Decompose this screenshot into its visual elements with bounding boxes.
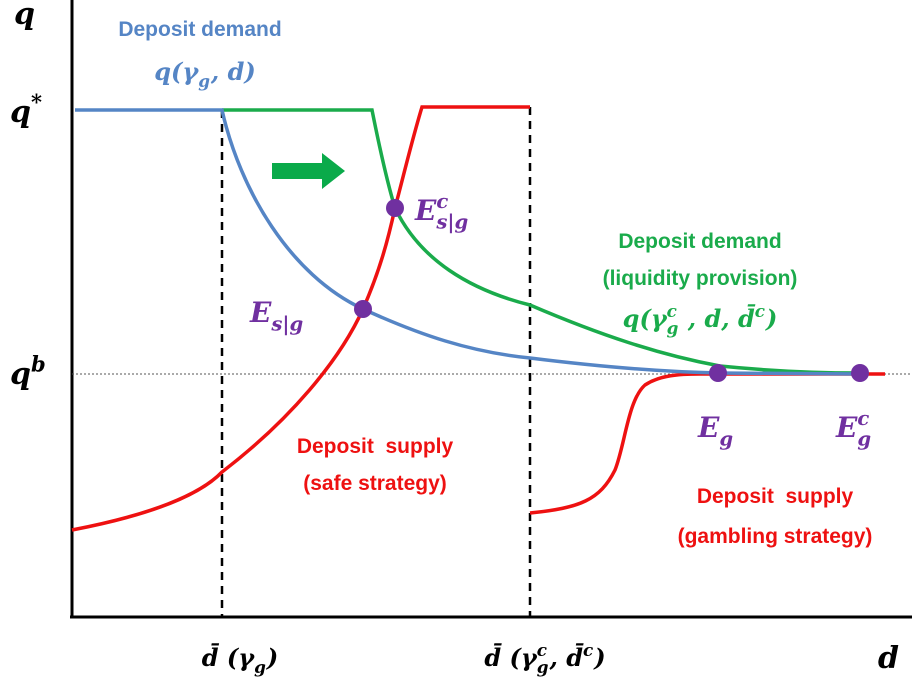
label-gamble-note: (gambling strategy) [678,525,873,548]
label-q-star: q * [10,89,42,130]
supscript: * [31,89,42,114]
text: Deposit supply [297,435,454,458]
equilibrium-point [709,364,727,382]
label-blue-title: Deposit demand [118,18,281,41]
supscript: c [667,301,677,321]
label-blue-formula: q(γ g, d) [154,57,256,91]
shift-arrow [272,153,345,189]
supscript: c [755,301,765,321]
supscript: c [537,640,547,660]
label-tick-1: d̄ (γ g) [202,643,278,678]
text: q(γ [154,57,199,86]
subscript: g [667,318,679,338]
label-tick-2: d̄ (γ cg, d̄ c) [484,640,605,677]
label-safe-title: Deposit supply [297,435,454,458]
text: q [14,0,35,32]
text: (safe strategy) [303,472,447,495]
label-y-axis: q [14,0,35,32]
text: ) [593,643,605,672]
text: d̄ (γ [202,643,255,672]
supscript: c [583,640,593,660]
demand-curve [75,108,861,376]
label-green-title: Deposit demand [618,230,781,253]
text: E [249,296,272,329]
equilibrium-point [386,199,404,217]
subscript: g [198,71,210,91]
label-green-note: (liquidity provision) [603,267,798,290]
subscript: g [857,427,871,450]
text: Deposit demand [618,230,781,253]
safe-supply-curve [71,105,530,532]
text: q [10,95,31,130]
gambling-supply-curve [529,372,885,515]
liquidity-demand-curve [222,108,861,375]
subscript: g [719,427,733,450]
text: (liquidity provision) [603,267,798,290]
label-green-formula: q(γ cg , d, d̄ c) [623,301,778,338]
equilibrium-point [851,364,869,382]
text: q [10,357,31,392]
text: , d̄ [549,643,584,672]
text: (gambling strategy) [678,525,873,548]
text: Deposit demand [118,18,281,41]
text: E [414,194,437,227]
supscript: b [31,351,46,376]
text: , d) [210,57,256,86]
label-safe-note: (safe strategy) [303,472,447,495]
subscript: g [254,657,266,677]
label-x-axis: d [878,641,899,676]
text: ) [765,304,777,333]
subscript: s|g [270,312,303,335]
subscript: g [537,657,549,677]
text: d̄ (γ [484,643,537,672]
text: Deposit supply [697,485,854,508]
text: E [697,411,720,444]
subscript: s|g [435,210,468,233]
text: , d, d̄ [679,304,755,333]
equilibrium-point [354,300,372,318]
text: d [878,641,899,676]
label-gamble-title: Deposit supply [697,485,854,508]
supscript: c [436,190,448,213]
text: E [835,411,858,444]
text: q(γ [623,304,668,333]
text: ) [266,643,278,672]
supscript: c [857,407,869,430]
